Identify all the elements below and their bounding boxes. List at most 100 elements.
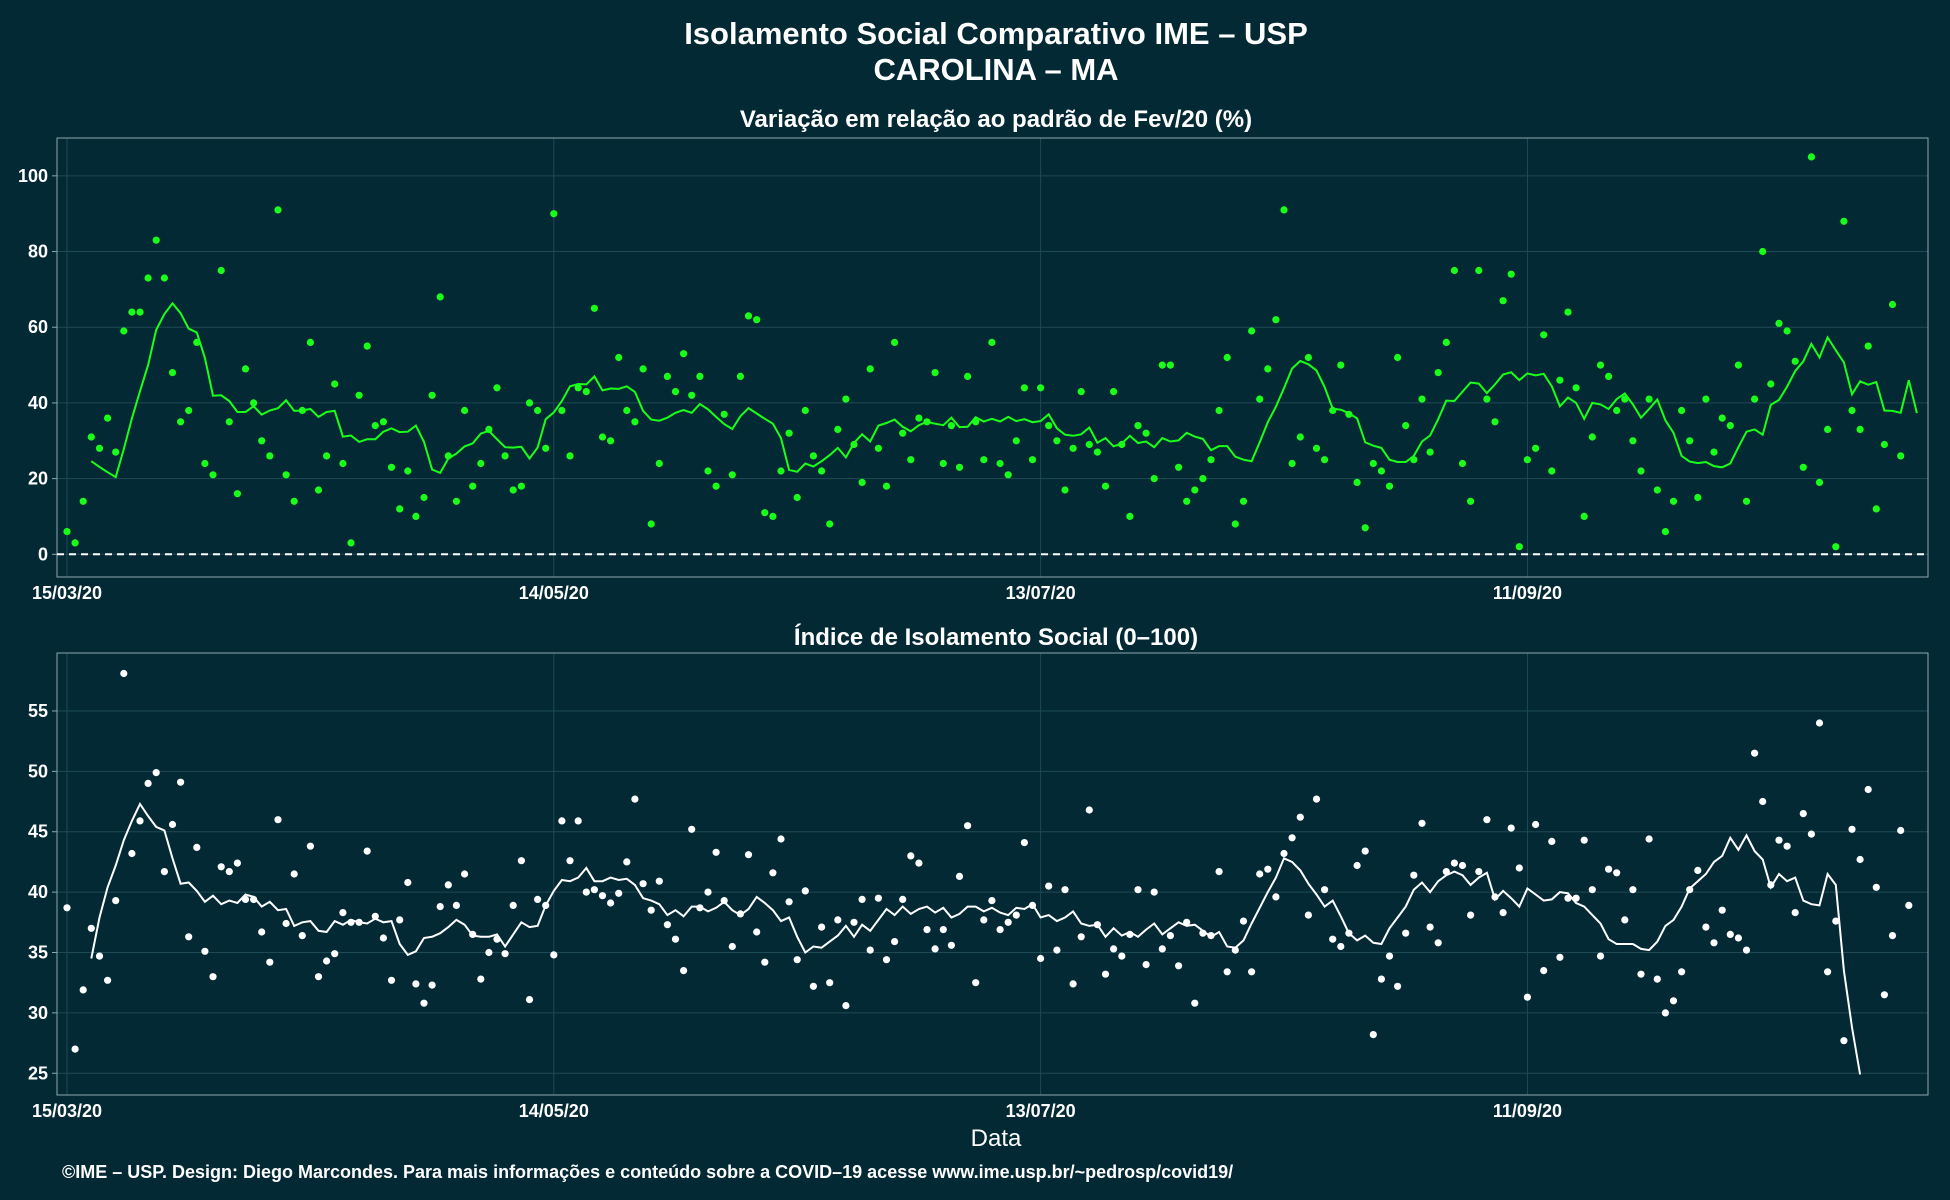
bottom-data-point <box>1004 918 1012 926</box>
bottom-data-point <box>1118 952 1126 960</box>
bottom-data-point <box>558 817 566 825</box>
bottom-data-point <box>1905 901 1913 910</box>
bottom-data-point <box>1369 1031 1377 1039</box>
bottom-data-point <box>826 979 834 987</box>
bottom-data-point <box>1775 836 1783 844</box>
top-data-point <box>355 391 363 399</box>
top-data-point <box>104 414 112 422</box>
top-data-point <box>201 459 209 468</box>
top-data-point <box>777 467 785 475</box>
bottom-data-point <box>1020 839 1028 847</box>
panel-top-title: Variação em relação ao padrão de Fev/20 … <box>740 106 1252 133</box>
top-data-point <box>615 353 623 362</box>
bottom-data-point <box>209 973 217 981</box>
bottom-data-point <box>1377 975 1385 983</box>
top-data-point <box>250 399 258 407</box>
top-data-point <box>858 478 866 486</box>
bottom-data-point <box>1053 946 1061 954</box>
top-data-point <box>939 459 947 468</box>
top-data-point <box>542 444 550 452</box>
top-data-point <box>1523 456 1531 464</box>
top-data-point <box>1458 459 1467 468</box>
top-y-tick-label: 0 <box>38 544 48 564</box>
top-data-point <box>1272 316 1280 324</box>
top-data-point <box>1596 361 1605 369</box>
bottom-data-point <box>1678 968 1686 976</box>
x-axis-label: Data <box>971 1125 1022 1152</box>
bottom-data-point <box>144 779 152 788</box>
top-data-point <box>404 467 412 475</box>
top-data-point <box>1280 206 1288 214</box>
bottom-data-point <box>177 778 185 786</box>
bottom-data-point <box>185 933 193 941</box>
bottom-data-point <box>1613 869 1621 877</box>
bottom-data-point <box>1426 923 1434 931</box>
top-data-point <box>1791 357 1799 365</box>
bottom-data-point <box>1110 945 1118 953</box>
bottom-data-point <box>1215 868 1223 876</box>
top-data-point <box>623 406 631 415</box>
top-data-point <box>306 338 314 346</box>
top-data-point <box>1678 406 1686 415</box>
top-data-point <box>598 433 607 441</box>
top-data-point <box>1588 433 1596 441</box>
top-data-point <box>177 418 185 426</box>
top-data-point <box>120 327 128 335</box>
top-y-tick-label: 60 <box>28 317 48 337</box>
bottom-data-point <box>1483 816 1491 824</box>
bottom-data-point <box>744 851 753 859</box>
top-data-point <box>1613 406 1621 415</box>
bottom-data-point <box>939 926 947 934</box>
top-data-point <box>371 422 379 430</box>
bottom-data-point <box>1101 970 1110 978</box>
bottom-data-point <box>1085 806 1093 814</box>
top-data-point <box>1605 372 1613 380</box>
top-data-point <box>696 372 704 380</box>
bottom-data-point <box>152 769 160 777</box>
top-data-point <box>988 338 996 346</box>
top-data-point <box>1564 308 1572 316</box>
bottom-data-point <box>266 958 274 966</box>
bottom-data-point <box>818 923 826 931</box>
top-data-point <box>1418 395 1426 403</box>
bottom-data-point <box>1807 830 1815 838</box>
bottom-data-point <box>688 825 696 833</box>
bottom-data-point <box>631 795 639 803</box>
top-data-point <box>1361 524 1369 532</box>
top-y-tick-label: 100 <box>18 166 48 186</box>
panel-bottom-title: Índice de Isolamento Social (0–100) <box>794 623 1198 651</box>
bottom-data-point <box>1669 997 1678 1005</box>
top-data-point <box>607 437 615 445</box>
bottom-data-point <box>1596 952 1605 960</box>
top-data-point <box>866 365 874 373</box>
top-data-point <box>1710 448 1718 456</box>
top-data-point <box>801 406 809 415</box>
bottom-data-point <box>615 889 623 897</box>
top-data-point <box>688 391 696 399</box>
bottom-data-point <box>777 835 785 843</box>
bottom-data-point <box>834 916 842 924</box>
top-data-point <box>63 528 71 536</box>
bottom-data-point <box>1783 842 1791 850</box>
top-data-point <box>1475 266 1483 275</box>
top-data-point <box>728 471 736 479</box>
top-data-point <box>1215 406 1223 415</box>
bottom-data-point <box>258 928 266 936</box>
top-data-point <box>1807 153 1815 161</box>
bottom-data-point <box>193 843 201 852</box>
bottom-data-point <box>1239 917 1248 925</box>
bottom-data-point <box>436 903 444 911</box>
top-data-point <box>980 456 988 464</box>
top-data-point <box>1467 497 1475 505</box>
bottom-data-point <box>947 941 956 949</box>
bottom-x-tick-label: 13/07/20 <box>1006 1101 1076 1121</box>
top-data-point <box>1483 395 1491 403</box>
top-data-point <box>1888 300 1897 309</box>
top-data-point <box>1385 482 1394 490</box>
bottom-data-point <box>1856 855 1864 864</box>
top-data-point <box>282 471 290 479</box>
top-data-point <box>1450 266 1458 275</box>
panel-bottom: 15/03/20 14/05/20 13/07/20 11/09/20 25 30 35 40… <box>28 652 1929 1121</box>
top-data-point <box>428 391 436 399</box>
